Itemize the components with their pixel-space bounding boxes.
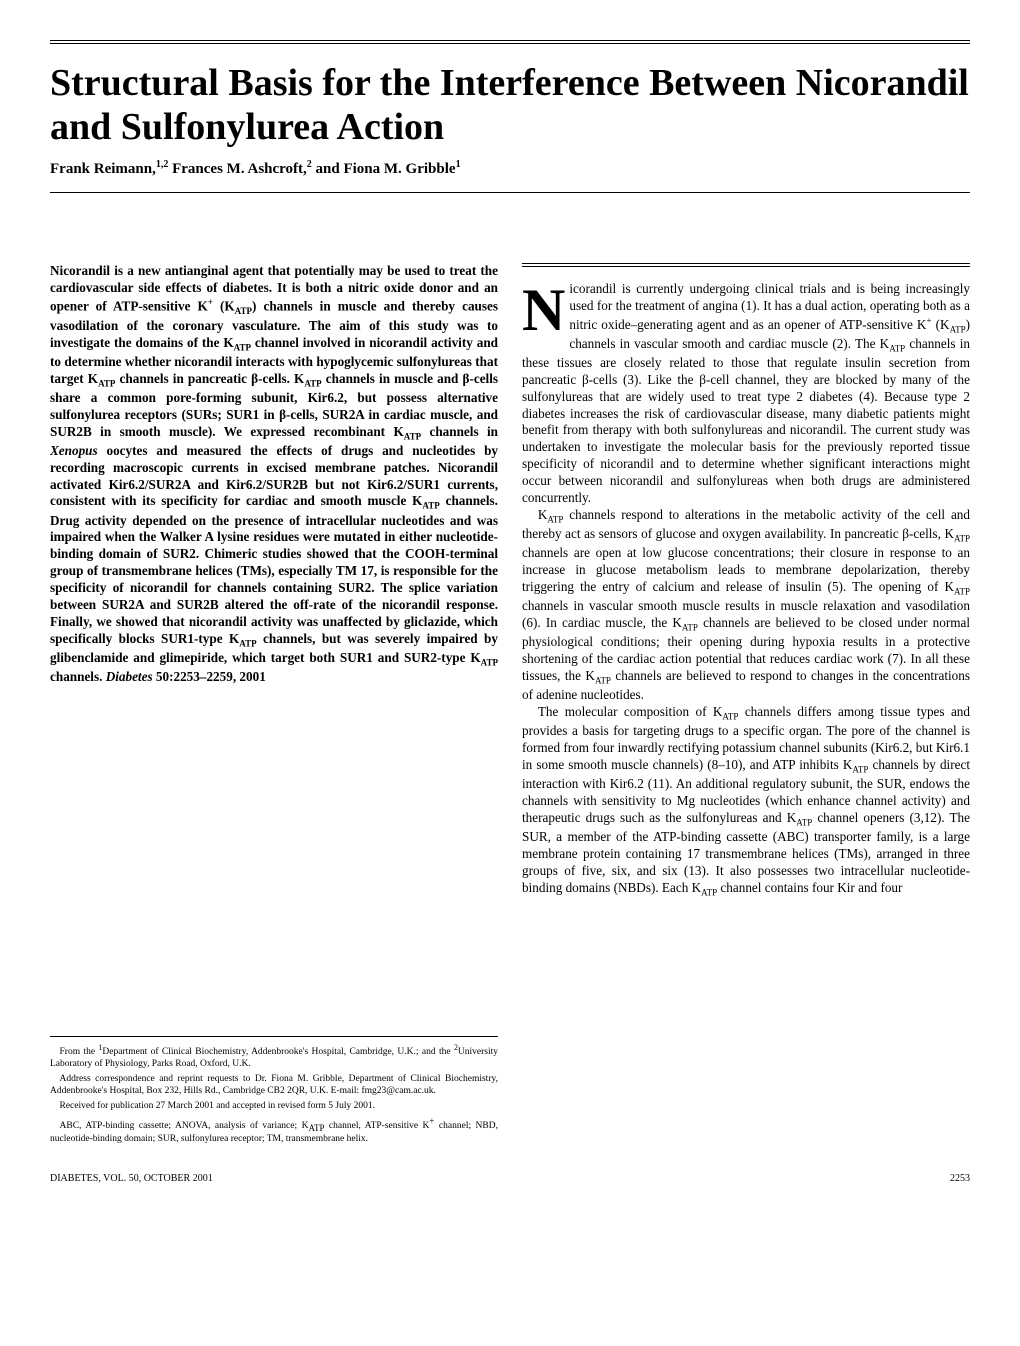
received-note: Received for publication 27 March 2001 a… <box>50 1101 498 1113</box>
body-paragraph-1: Nicorandil is currently undergoing clini… <box>522 281 970 507</box>
authors: Frank Reimann,1,2 Frances M. Ashcroft,2 … <box>50 159 970 178</box>
header-rule-bottom <box>50 192 970 193</box>
article-body: Nicorandil is currently undergoing clini… <box>522 281 970 898</box>
body-paragraph-2: KATP channels respond to alterations in … <box>522 507 970 704</box>
header-rule <box>50 40 970 44</box>
footer-left: DIABETES, VOL. 50, OCTOBER 2001 <box>50 1173 213 1184</box>
page-footer: DIABETES, VOL. 50, OCTOBER 2001 2253 <box>50 1173 970 1184</box>
abstract: Nicorandil is a new antianginal agent th… <box>50 263 498 686</box>
body-paragraph-3: The molecular composition of KATP channe… <box>522 704 970 899</box>
dropcap: N <box>522 281 569 336</box>
abbreviation-note: ABC, ATP-binding cassette; ANOVA, analys… <box>50 1116 498 1146</box>
left-column: Nicorandil is a new antianginal agent th… <box>50 263 498 1148</box>
right-column: Nicorandil is currently undergoing clini… <box>522 263 970 1148</box>
column-rule <box>522 263 970 267</box>
correspondence-note: Address correspondence and reprint reque… <box>50 1074 498 1098</box>
affiliation-note: From the 1Department of Clinical Biochem… <box>50 1043 498 1071</box>
body-p1-text: icorandil is currently undergoing clinic… <box>522 281 970 505</box>
two-column-layout: Nicorandil is a new antianginal agent th… <box>50 263 970 1148</box>
footer-right: 2253 <box>950 1173 970 1184</box>
footnotes: From the 1Department of Clinical Biochem… <box>50 1036 498 1146</box>
article-title: Structural Basis for the Interference Be… <box>50 62 970 149</box>
